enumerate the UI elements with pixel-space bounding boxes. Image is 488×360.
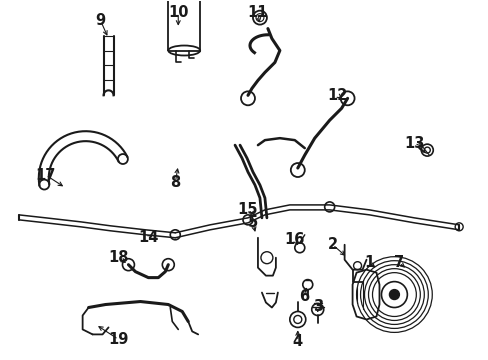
Text: 11: 11 — [247, 5, 267, 20]
Text: 12: 12 — [327, 88, 347, 103]
Bar — [168, 0, 200, 50]
Circle shape — [424, 147, 429, 153]
Text: 18: 18 — [108, 250, 128, 265]
Text: 15: 15 — [237, 202, 258, 217]
Text: 5: 5 — [247, 215, 258, 230]
Text: 3: 3 — [312, 299, 322, 314]
Text: 7: 7 — [393, 255, 404, 270]
Text: 6: 6 — [298, 289, 308, 304]
Text: 13: 13 — [403, 136, 424, 150]
Text: 14: 14 — [138, 230, 158, 245]
Text: 8: 8 — [170, 175, 180, 190]
Text: 17: 17 — [36, 167, 56, 183]
Text: 4: 4 — [292, 334, 302, 349]
Text: 16: 16 — [284, 232, 305, 247]
Text: 1: 1 — [364, 255, 374, 270]
Circle shape — [388, 289, 399, 300]
Text: 10: 10 — [168, 5, 188, 20]
Text: 19: 19 — [108, 332, 128, 347]
Text: 2: 2 — [327, 237, 337, 252]
Text: 9: 9 — [95, 13, 105, 28]
